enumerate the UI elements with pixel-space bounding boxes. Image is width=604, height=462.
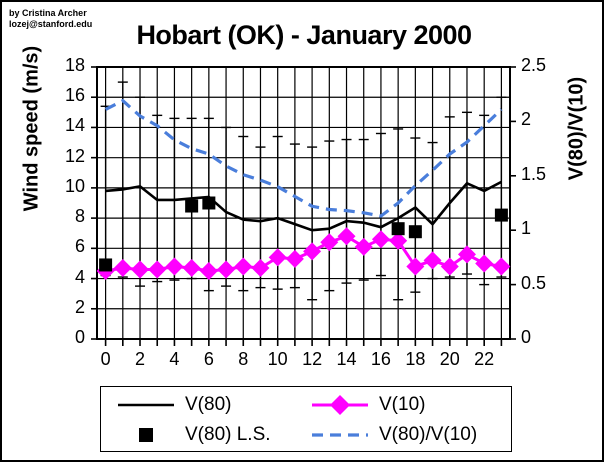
- series-marker-diamond-v10: [406, 257, 425, 276]
- x-tick-label: 16: [370, 349, 391, 369]
- series-marker-square-ls: [494, 208, 508, 222]
- chart-title: Hobart (OK) - January 2000: [136, 20, 472, 50]
- x-tick-label: 20: [439, 349, 460, 369]
- y-tick-label-left: 8: [74, 206, 85, 227]
- series-marker-diamond-v10: [320, 233, 339, 252]
- series-marker-diamond-v10: [389, 231, 408, 250]
- legend-label: V(80) L.S.: [185, 424, 271, 445]
- legend-label: V(80)/V(10): [379, 424, 478, 445]
- series-marker-square-ls: [185, 199, 199, 213]
- series-line-ratio: [104, 98, 503, 218]
- x-tick-label: 6: [203, 349, 214, 369]
- series-marker-diamond-v10: [354, 237, 373, 256]
- series-marker-diamond-v10: [234, 257, 253, 276]
- y-tick-label-left: 0: [74, 327, 85, 347]
- legend-item[interactable]: V(10): [309, 393, 425, 417]
- legend-swatch-square-marker: [139, 428, 153, 442]
- legend-swatch-solid-line: [118, 403, 174, 407]
- plot-frame: [96, 66, 511, 340]
- x-tick-label: 10: [267, 349, 288, 369]
- legend: V(80) V(10) V(80) L.S. V(80)/V(10): [100, 386, 512, 452]
- series-marker-diamond-v10: [113, 258, 132, 277]
- series-marker-diamond-v10: [423, 251, 442, 270]
- x-tick-label: 0: [100, 349, 111, 369]
- series-marker-diamond-v10: [285, 249, 304, 268]
- y-tick-label-left: 6: [74, 236, 85, 257]
- y-tick-label-right: 2: [521, 109, 532, 130]
- y-tick-label-left: 16: [64, 85, 85, 106]
- series-marker-diamond-v10: [371, 230, 390, 249]
- x-tick-label: 8: [238, 349, 249, 369]
- x-tick-label: 12: [302, 349, 323, 369]
- legend-item[interactable]: V(80): [115, 393, 231, 417]
- series-marker-diamond-v10: [217, 260, 236, 279]
- x-tick-label: 18: [405, 349, 426, 369]
- y-tick-label-right: 0: [521, 327, 532, 347]
- x-tick-label: 4: [169, 349, 180, 369]
- series-line-v80: [105, 180, 503, 232]
- y-tick-label-left: 14: [64, 115, 85, 136]
- y-tick-label-left: 12: [64, 145, 85, 166]
- y-tick-label-left: 10: [64, 175, 85, 196]
- y-tick-label-right: 1.5: [521, 163, 547, 184]
- series-marker-diamond-v10: [165, 257, 184, 276]
- series-marker-square-ls: [391, 222, 405, 236]
- legend-swatch-dashed-line: [312, 433, 368, 437]
- series-marker-diamond-v10: [251, 258, 270, 277]
- legend-label: V(10): [379, 394, 426, 415]
- series-marker-square-ls: [99, 258, 113, 272]
- credit-text: by Cristina Archer lozej@stanford.edu: [9, 8, 93, 29]
- legend-item[interactable]: V(80)/V(10): [309, 423, 477, 447]
- series-marker-diamond-v10: [475, 254, 494, 273]
- y-tick-label-left: 4: [74, 266, 85, 287]
- series-marker-diamond-v10: [148, 260, 167, 279]
- series-marker-diamond-v10: [199, 262, 218, 280]
- x-tick-label: 14: [336, 349, 357, 369]
- x-tick-label: 2: [135, 349, 146, 369]
- series-marker-diamond-v10: [440, 257, 459, 276]
- legend-swatch-line-diamond: [312, 395, 368, 415]
- series-marker-square-ls: [408, 225, 422, 239]
- y-tick-label-left: 2: [74, 296, 85, 317]
- series-marker-diamond-v10: [268, 248, 287, 267]
- legend-item[interactable]: V(80) L.S.: [115, 423, 271, 447]
- y-tick-label-right: 1: [521, 218, 532, 239]
- y-tick-label-left: 18: [64, 55, 85, 75]
- y-tick-label-right: 0.5: [521, 272, 547, 293]
- y-tick-label-right: 2.5: [521, 55, 547, 75]
- series-marker-diamond-v10: [492, 257, 511, 276]
- plot-background: [97, 67, 510, 339]
- x-tick-label: 22: [474, 349, 495, 369]
- series-marker-diamond-v10: [457, 245, 476, 264]
- series-marker-square-ls: [202, 196, 216, 210]
- series-marker-diamond-v10: [337, 227, 356, 246]
- series-marker-diamond-v10: [131, 260, 150, 279]
- legend-label: V(80): [185, 394, 232, 415]
- series-marker-diamond-v10: [182, 258, 201, 277]
- series-marker-diamond-v10: [303, 242, 322, 261]
